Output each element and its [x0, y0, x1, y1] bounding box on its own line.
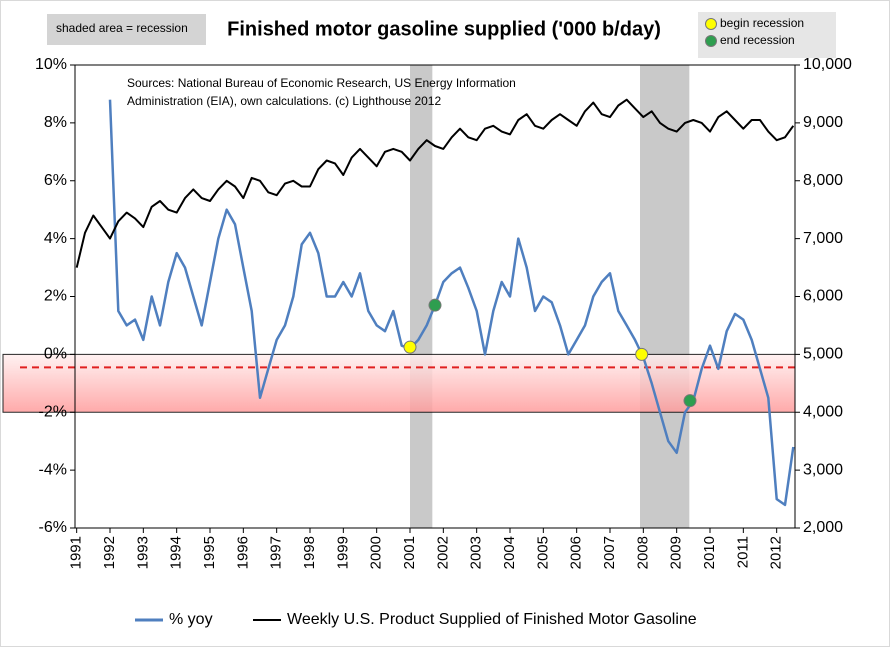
x-tick-label: 1992	[101, 536, 118, 569]
y-tick-label: -6%	[39, 519, 67, 536]
legend-label: Weekly U.S. Product Supplied of Finished…	[287, 611, 697, 628]
recession-marker	[635, 347, 649, 361]
x-tick-label: 2003	[468, 536, 485, 569]
x-tick-label: 1994	[168, 536, 185, 569]
y-tick-label: 8%	[44, 114, 67, 131]
y-tick-label: -4%	[39, 461, 67, 478]
x-tick-label: 2009	[668, 536, 685, 569]
x-tick-label: 2002	[434, 536, 451, 569]
x-tick-label: 1995	[201, 536, 218, 569]
y-tick-label: 6%	[44, 172, 67, 189]
warning-band	[2, 353, 796, 413]
x-tick-label: 2010	[701, 536, 718, 569]
marker-legend-box	[698, 12, 836, 58]
x-tick-label: 1998	[301, 536, 318, 569]
y2-tick-label: 9,000	[803, 114, 843, 131]
y2-tick-label: 6,000	[803, 288, 843, 305]
recession-marker	[683, 394, 697, 408]
recession-shade	[640, 65, 690, 528]
chart-title: Finished motor gasoline supplied ('000 b…	[227, 18, 661, 40]
x-tick-label: 1991	[68, 536, 85, 569]
y-tick-label: -2%	[39, 403, 67, 420]
x-tick-label: 2008	[634, 536, 651, 569]
x-tick-label: 2007	[601, 536, 618, 569]
sources: Sources: National Bureau of Economic Res…	[127, 76, 516, 90]
shade-note-box	[47, 14, 206, 45]
x-tick-label: 1996	[234, 536, 251, 569]
y2-tick-label: 3,000	[803, 461, 843, 478]
recession-shade	[410, 65, 433, 528]
y2-tick-label: 7,000	[803, 230, 843, 247]
legend-label: end recession	[720, 33, 795, 47]
legend-label: begin recession	[720, 16, 804, 30]
plot-area: -6% -4% -2% 0% 2% 4% 6% 8% 10% 2,000 3,000 4,000 5,0…	[2, 56, 852, 569]
x-tick-label: 2005	[534, 536, 551, 569]
y2-tick-label: 5,000	[803, 346, 843, 363]
legend-marker	[705, 35, 717, 47]
x-tick-label: 2001	[401, 536, 418, 569]
x-tick-label: 2006	[568, 536, 585, 569]
x-tick-label: 1999	[334, 536, 351, 569]
x-tick-label: 2000	[368, 536, 385, 569]
y2-tick-label: 8,000	[803, 172, 843, 189]
recession-marker	[428, 298, 442, 312]
legend-label: % yoy	[169, 611, 213, 628]
series-line	[75, 98, 795, 268]
y-tick-label: 10%	[35, 56, 67, 73]
x-tick-label: 1997	[268, 536, 285, 569]
x-tick-label: 2004	[501, 536, 518, 569]
x-tick-label: 2012	[768, 536, 785, 569]
series-line	[108, 99, 795, 507]
sources: Administration (EIA), own calculations. …	[127, 94, 441, 108]
y-tick-label: 2%	[44, 288, 67, 305]
y2-tick-label: 10,000	[803, 56, 852, 73]
y2-tick-label: 4,000	[803, 403, 843, 420]
recession-marker	[403, 340, 417, 354]
y-tick-label: 4%	[44, 230, 67, 247]
shade-note: shaded area = recession	[56, 21, 188, 35]
x-tick-label: 1993	[134, 536, 151, 569]
y2-tick-label: 2,000	[803, 519, 843, 536]
y-tick-label: 0%	[44, 346, 67, 363]
legend-marker	[705, 18, 717, 30]
x-tick-label: 2011	[734, 536, 751, 568]
